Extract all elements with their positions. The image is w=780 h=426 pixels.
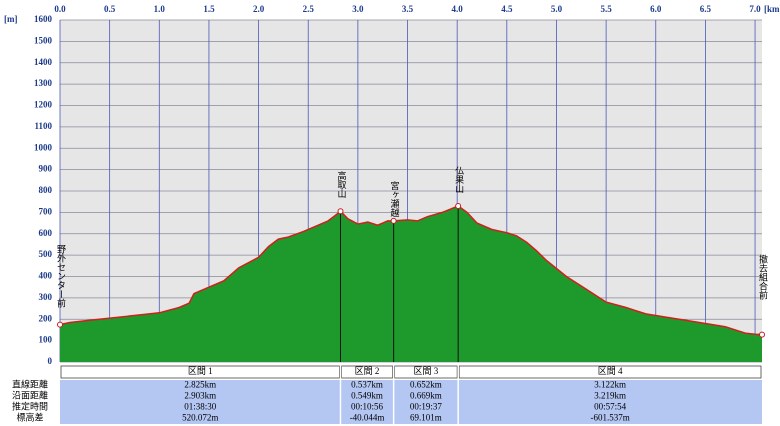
- row-label: 標高差: [16, 412, 43, 423]
- section-name: 区間 1: [188, 366, 213, 376]
- y-tick-label: 300: [39, 292, 53, 302]
- y-unit: [m]: [4, 14, 18, 24]
- y-tick-label: 0: [48, 356, 53, 366]
- section-value: 01:38:30: [184, 402, 217, 412]
- y-tick-label: 900: [39, 164, 53, 174]
- x-tick-label: 1.5: [203, 4, 215, 14]
- x-tick-label: 6.0: [650, 4, 662, 14]
- section-value: 00:19:37: [410, 402, 443, 412]
- y-tick-label: 500: [39, 249, 53, 259]
- y-tick-label: 1500: [34, 35, 53, 45]
- y-tick-label: 1300: [34, 78, 53, 88]
- section-value: -601.537m: [590, 413, 629, 423]
- x-tick-label: 1.0: [154, 4, 166, 14]
- section-value: -40.044m: [350, 413, 385, 423]
- x-tick-label: 5.0: [551, 4, 563, 14]
- x-tick-label: 0.5: [104, 4, 116, 14]
- y-tick-label: 700: [39, 206, 53, 216]
- y-tick-label: 1400: [34, 57, 53, 67]
- section-value: 3.122km: [594, 380, 626, 390]
- waypoint-marker: [390, 217, 397, 224]
- x-tick-label: 5.5: [600, 4, 612, 14]
- section-name: 区間 2: [355, 366, 380, 376]
- waypoint-label: 宮ヶ瀬越: [390, 180, 400, 217]
- waypoint-label: 仏果山: [454, 166, 464, 193]
- y-tick-label: 100: [39, 335, 53, 345]
- section-value: 69.101m: [410, 413, 442, 423]
- waypoint-marker: [759, 331, 765, 338]
- section-value: 2.825km: [184, 380, 216, 390]
- section-value: 0.669km: [410, 391, 442, 401]
- section-header: [394, 365, 458, 379]
- section-name: 区間 3: [414, 366, 439, 376]
- x-unit: [km]: [764, 4, 780, 14]
- y-tick-label: 1100: [34, 121, 52, 131]
- y-tick-label: 200: [39, 313, 53, 323]
- row-bg: [60, 380, 762, 391]
- section-header: [341, 365, 394, 379]
- waypoint-label: 野外センター前: [56, 245, 66, 309]
- row-label: 推定時間: [12, 401, 48, 412]
- section-value: 0.652km: [410, 380, 442, 390]
- row-bg: [60, 391, 762, 402]
- x-tick-label: 3.0: [352, 4, 364, 14]
- y-tick-label: 400: [39, 271, 53, 281]
- x-tick-label: 2.5: [303, 4, 315, 14]
- y-tick-label: 1600: [34, 14, 53, 24]
- row-label: 沿面距離: [12, 390, 48, 401]
- row-bg: [60, 413, 762, 424]
- section-value: 0.549km: [351, 391, 383, 401]
- section-value: 3.219km: [594, 391, 626, 401]
- y-tick-label: 600: [39, 228, 53, 238]
- section-header: [60, 365, 340, 379]
- section-value: 00:57:54: [594, 402, 627, 412]
- section-value: 2.903km: [184, 391, 216, 401]
- section-value: 520.072m: [182, 413, 218, 423]
- x-tick-label: 4.5: [501, 4, 513, 14]
- waypoint-label: 撤去組合前: [758, 254, 768, 301]
- x-tick-label: 3.5: [402, 4, 414, 14]
- x-tick-label: 2.0: [253, 4, 265, 14]
- waypoint-marker: [57, 321, 63, 328]
- x-tick-label: 4.0: [452, 4, 464, 14]
- section-value: 0.537km: [351, 380, 383, 390]
- y-tick-label: 800: [39, 185, 53, 195]
- x-tick-label: 7.0: [749, 4, 761, 14]
- x-tick-label: 0.0: [54, 4, 66, 14]
- waypoint-label: 高取山: [336, 170, 346, 198]
- waypoint-marker: [455, 202, 462, 209]
- elevation-area: [60, 206, 762, 362]
- y-tick-label: 1000: [34, 142, 53, 152]
- row-label: 直線距離: [12, 379, 48, 390]
- section-value: 00:10:56: [351, 402, 384, 412]
- y-tick-label: 1200: [34, 100, 53, 110]
- x-tick-label: 6.5: [700, 4, 712, 14]
- section-header: [458, 365, 762, 379]
- row-bg: [60, 402, 762, 413]
- section-name: 区間 4: [598, 366, 623, 376]
- waypoint-marker: [337, 208, 344, 215]
